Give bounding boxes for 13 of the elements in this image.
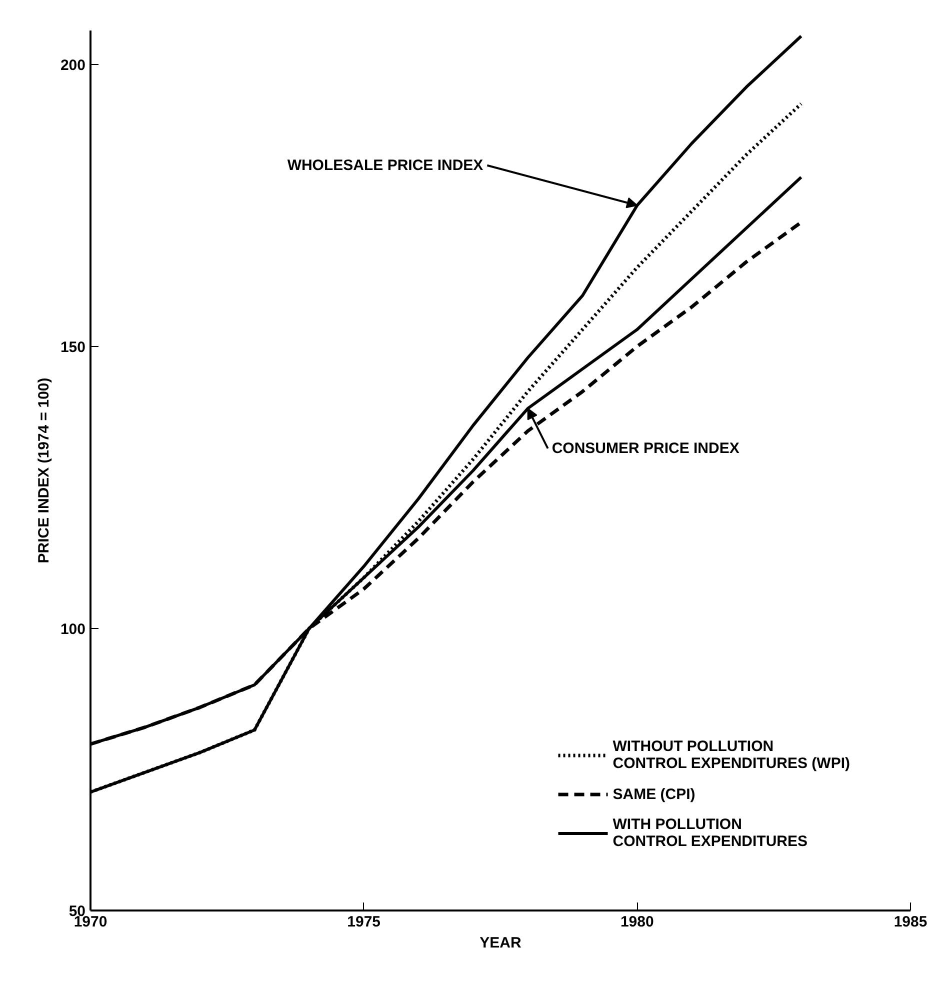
x-tick-label: 1985 xyxy=(894,914,928,930)
y-tick-label: 100 xyxy=(60,620,86,638)
legend-label: WITHOUT POLLUTION CONTROL EXPENDITURES (WPI) xyxy=(612,738,850,772)
y-tick-label: 200 xyxy=(60,56,86,74)
y-tick-label: 150 xyxy=(60,338,86,356)
annotation: CONSUMER PRICE INDEX xyxy=(552,440,740,457)
annotation: WHOLESALE PRICE INDEX xyxy=(287,156,484,174)
x-tick-label: 1980 xyxy=(620,914,654,930)
legend-label: WITH POLLUTION CONTROL EXPENDITURES xyxy=(612,816,808,850)
legend-label: SAME (CPI) xyxy=(612,786,696,802)
x-tick-label: 1975 xyxy=(347,914,381,930)
x-axis-title: YEAR xyxy=(480,934,522,952)
y-axis-title: PRICE INDEX (1974 = 100) xyxy=(35,378,52,564)
